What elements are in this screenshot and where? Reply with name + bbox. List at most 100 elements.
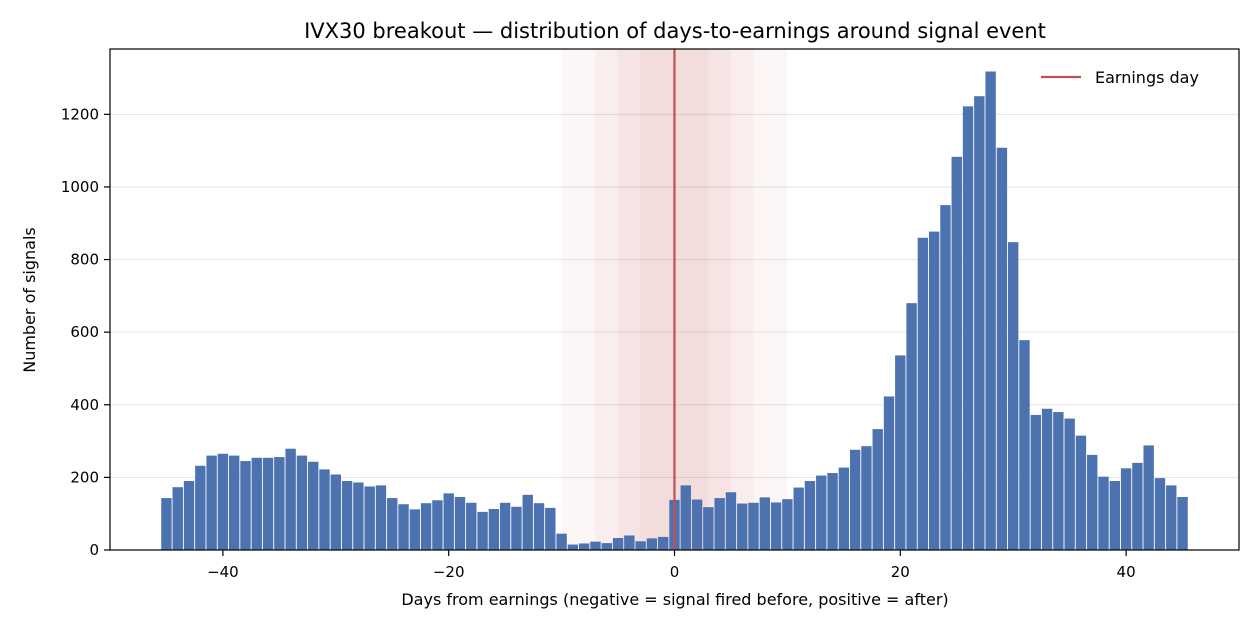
y-axis-label: Number of signals xyxy=(20,227,39,373)
bar-day-10 xyxy=(782,499,793,550)
legend-label-earnings-day: Earnings day xyxy=(1095,68,1199,87)
bar-day-22 xyxy=(917,237,929,551)
bar-day-20 xyxy=(895,355,906,550)
bar-day--25 xyxy=(387,498,398,550)
bar-day-7 xyxy=(748,502,759,550)
bar-day--45 xyxy=(161,498,172,550)
bar-day--8 xyxy=(578,543,590,550)
bar-day--29 xyxy=(341,481,353,550)
y-axis-ticks: 0 200 400 600 800 1000 1200 xyxy=(61,105,110,559)
bar-day--9 xyxy=(567,544,579,550)
x-tick-label--20: −20 xyxy=(433,563,465,581)
x-tick-label-40: 40 xyxy=(1117,563,1136,581)
bar-day-12 xyxy=(804,481,816,550)
bar-day-11 xyxy=(793,487,804,550)
bar-day-4 xyxy=(714,498,725,550)
bar-day-41 xyxy=(1132,462,1143,550)
bar-day-32 xyxy=(1030,414,1041,550)
bar-day--17 xyxy=(477,511,488,550)
y-tick-label-800: 800 xyxy=(70,251,99,269)
bar-day--3 xyxy=(635,541,646,550)
bar-day--22 xyxy=(420,503,432,550)
y-tick-label-600: 600 xyxy=(70,323,99,341)
bar-day-38 xyxy=(1098,476,1109,550)
bar-day--33 xyxy=(296,455,308,550)
chart-title: IVX30 breakout — distribution of days-to… xyxy=(304,19,1046,43)
bar-day--16 xyxy=(488,508,500,550)
bar-day-30 xyxy=(1008,242,1019,550)
bar-day-37 xyxy=(1087,454,1098,550)
legend: Earnings day xyxy=(1041,68,1199,87)
bar-day-42 xyxy=(1143,445,1154,550)
x-tick-label--40: −40 xyxy=(207,563,239,581)
x-axis-ticks: −40 −20 0 20 40 xyxy=(207,550,1136,581)
bar-day--32 xyxy=(308,461,319,550)
bar-day-15 xyxy=(838,467,850,550)
bar-day--10 xyxy=(556,533,567,550)
bar-day--6 xyxy=(601,543,612,550)
bar-day--40 xyxy=(217,453,229,550)
bar-day--34 xyxy=(285,448,296,550)
bar-day--26 xyxy=(375,485,387,550)
bar-day-9 xyxy=(770,502,782,550)
bar-day--2 xyxy=(646,538,658,550)
bar-day--7 xyxy=(590,541,601,550)
bar-day-36 xyxy=(1075,435,1087,550)
x-axis-label: Days from earnings (negative = signal fi… xyxy=(401,590,948,609)
bar-day--27 xyxy=(364,486,375,550)
bar-day-26 xyxy=(962,106,974,550)
bar-day--41 xyxy=(206,455,217,550)
bar-day-16 xyxy=(849,449,861,550)
bar-day-34 xyxy=(1053,412,1064,550)
bar-day--11 xyxy=(545,507,556,550)
bar-day--21 xyxy=(432,500,443,550)
bar-day-2 xyxy=(691,499,703,550)
bar-day--30 xyxy=(330,474,341,550)
bar-day--4 xyxy=(624,535,635,550)
bar-day-13 xyxy=(816,475,827,550)
bar-day--20 xyxy=(443,493,454,550)
bar-day-31 xyxy=(1019,340,1030,550)
bar-day--5 xyxy=(612,538,624,550)
bar-day-6 xyxy=(737,503,748,550)
bar-day-35 xyxy=(1064,418,1075,550)
y-tick-label-0: 0 xyxy=(89,541,99,559)
bar-day-3 xyxy=(703,507,714,550)
bar-day-21 xyxy=(906,303,917,550)
bar-day--19 xyxy=(454,496,466,550)
bar-day-25 xyxy=(951,156,962,550)
bar-day--28 xyxy=(353,482,364,550)
bar-day-23 xyxy=(928,231,940,550)
bar-day-8 xyxy=(759,497,771,550)
bar-day--39 xyxy=(228,455,240,550)
bar-day-39 xyxy=(1109,481,1121,550)
bar-day-43 xyxy=(1154,478,1166,550)
bar-day-33 xyxy=(1041,408,1053,550)
bar-day-27 xyxy=(974,96,985,551)
bar-day--13 xyxy=(522,494,533,550)
bar-day-14 xyxy=(827,473,838,550)
bar-day-17 xyxy=(861,446,872,550)
bar-day-24 xyxy=(940,205,951,550)
bar-day--38 xyxy=(240,461,251,550)
y-tick-label-1000: 1000 xyxy=(61,178,99,196)
bar-day-28 xyxy=(985,71,996,550)
bar-day--1 xyxy=(658,536,669,550)
bar-day-18 xyxy=(872,429,883,550)
bar-day--15 xyxy=(499,502,511,550)
bar-day-45 xyxy=(1177,496,1188,550)
bar-day-44 xyxy=(1166,485,1177,550)
bar-day--31 xyxy=(319,469,330,550)
bar-day--14 xyxy=(511,506,522,550)
bar-day-19 xyxy=(883,396,895,550)
bar-day-1 xyxy=(680,485,691,550)
x-tick-label-0: 0 xyxy=(670,563,680,581)
bar-day--12 xyxy=(533,503,545,550)
y-tick-label-400: 400 xyxy=(70,396,99,414)
y-tick-label-1200: 1200 xyxy=(61,105,99,123)
y-tick-label-200: 200 xyxy=(70,468,99,486)
bar-day-40 xyxy=(1120,468,1132,550)
histogram-bars xyxy=(161,71,1188,551)
bar-day-5 xyxy=(725,492,737,550)
